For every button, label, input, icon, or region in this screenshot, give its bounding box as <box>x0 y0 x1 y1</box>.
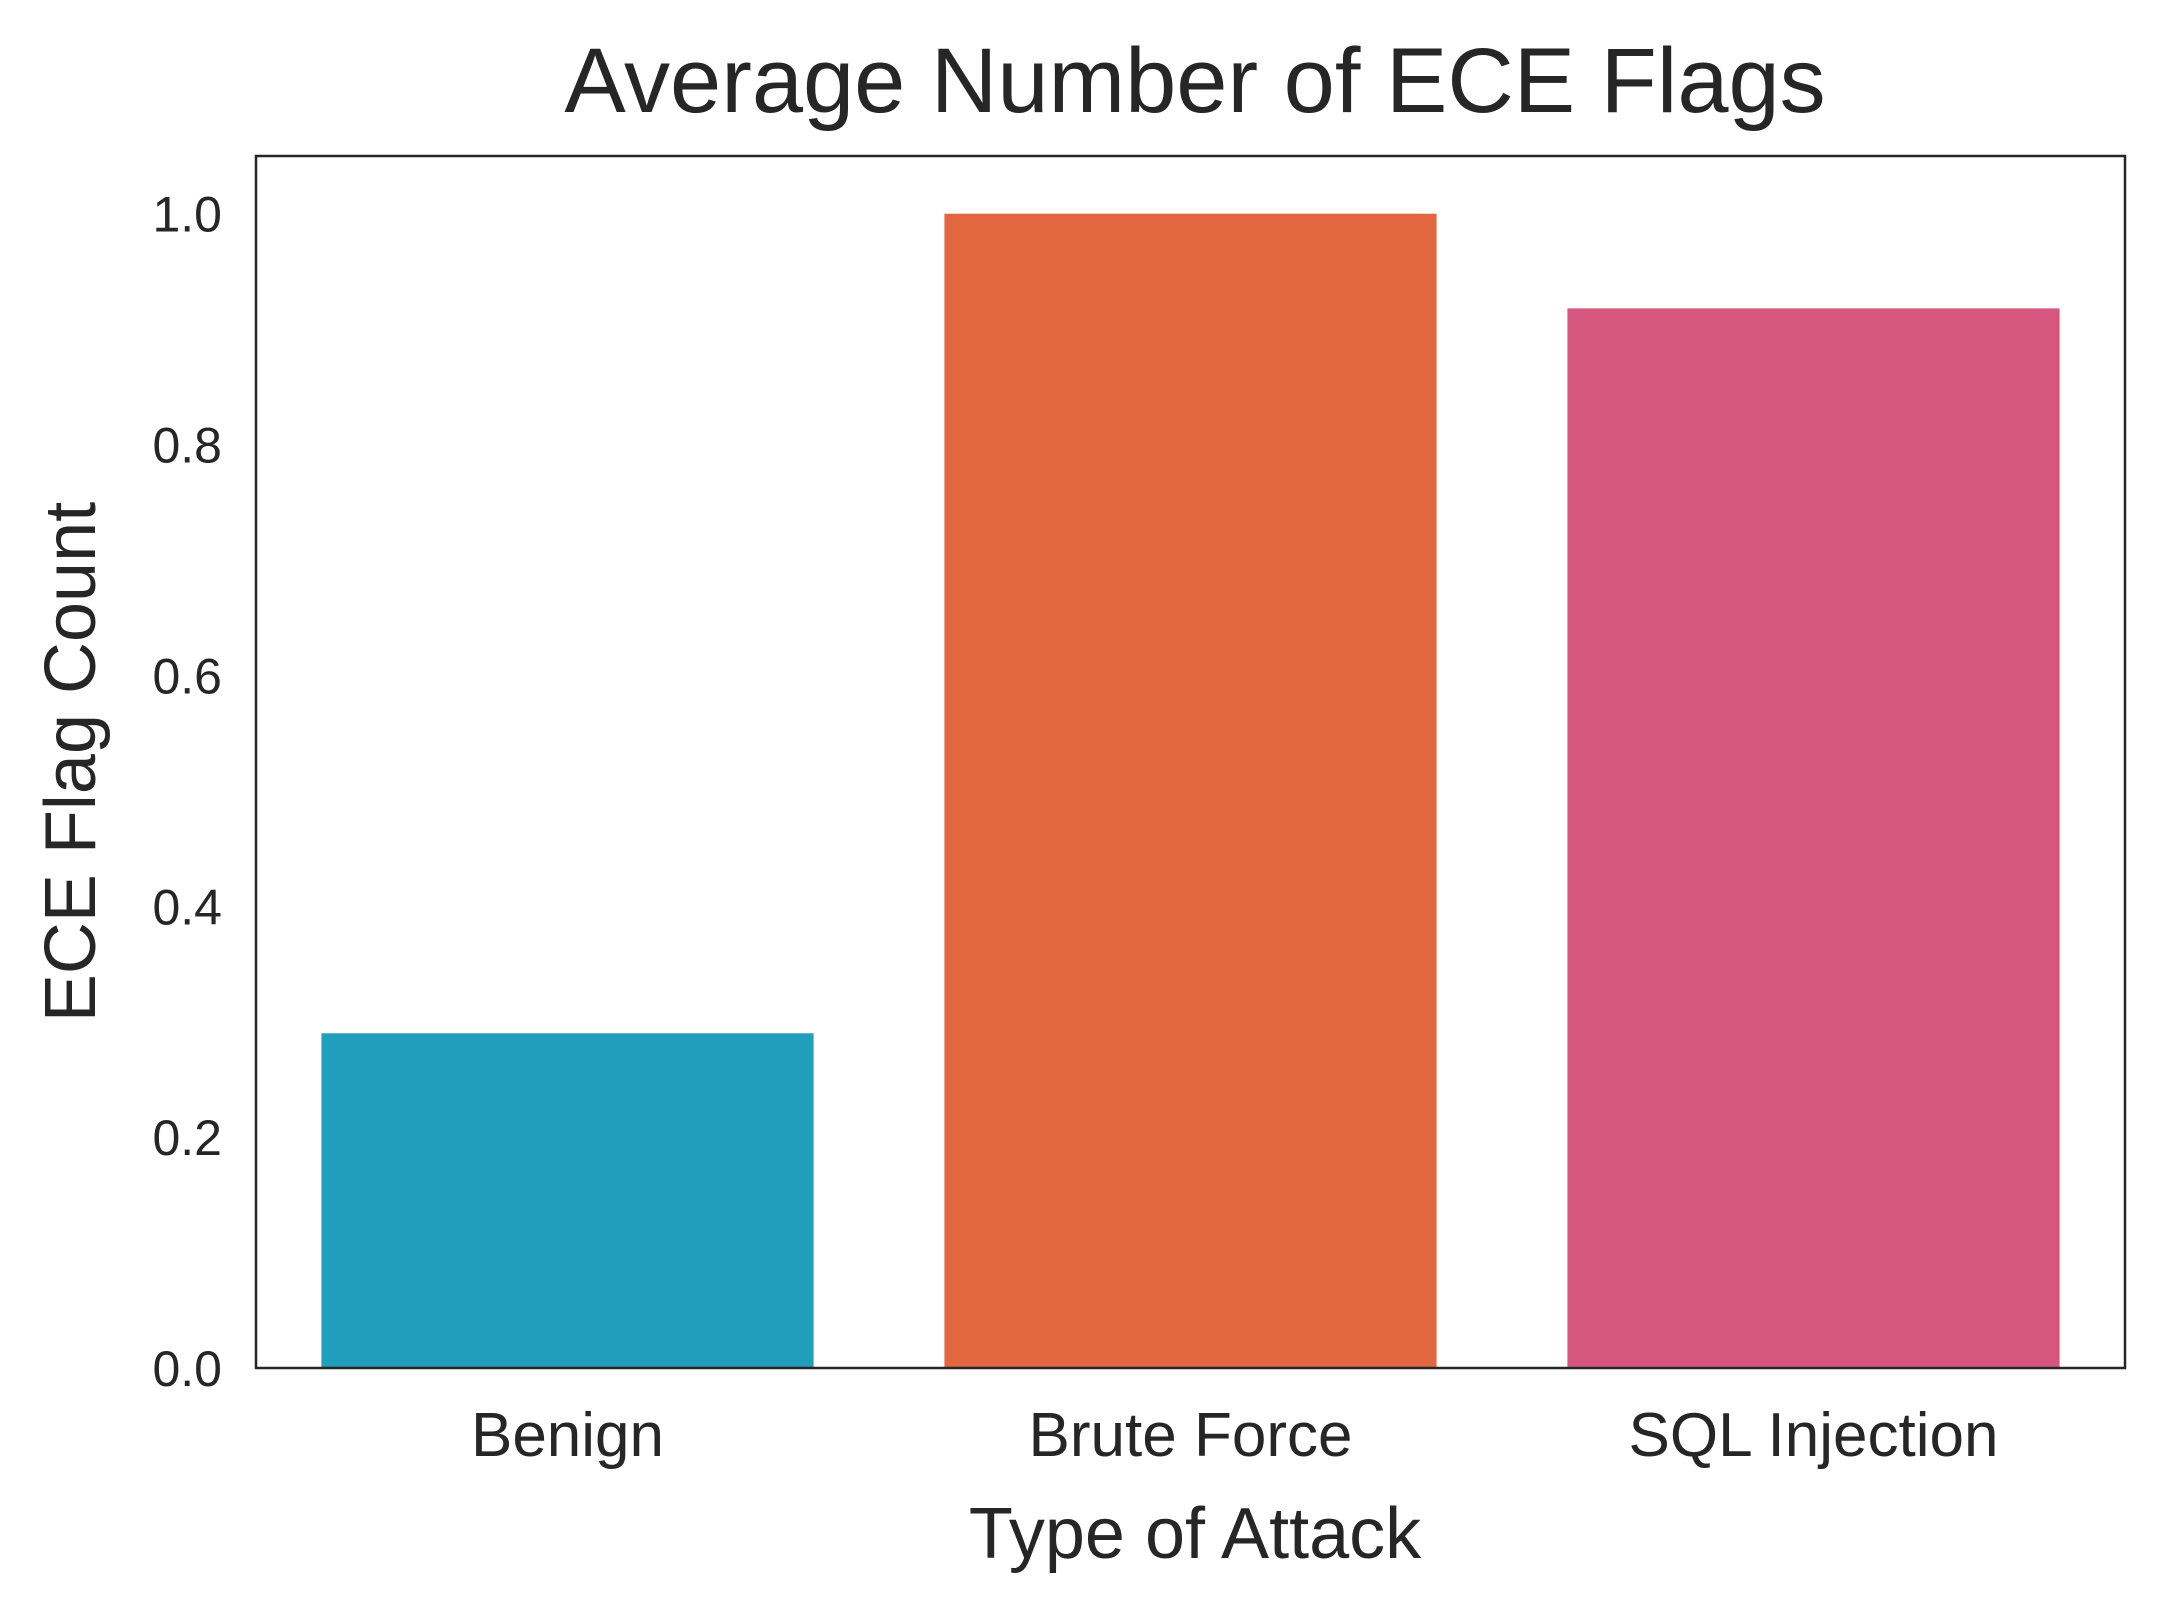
x-axis-label: Type of Attack <box>969 1494 1422 1574</box>
y-tick-label: 0.2 <box>152 1110 222 1166</box>
y-tick-label: 0.8 <box>152 418 222 474</box>
y-axis-ticks: 0.0 0.2 0.4 0.6 0.8 1.0 <box>152 187 222 1397</box>
y-tick-label: 0.4 <box>152 879 222 935</box>
x-tick-label: Benign <box>471 1401 664 1470</box>
plot-frame <box>254 154 2127 1370</box>
y-axis-label: ECE Flag Count <box>31 502 111 1022</box>
bar-sql-injection <box>1567 308 2060 1368</box>
x-tick-label: Brute Force <box>1029 1401 1353 1470</box>
y-tick-label: 0.6 <box>152 648 222 704</box>
y-tick-label: 1.0 <box>152 187 222 243</box>
chart-title: Average Number of ECE Flags <box>564 30 1825 132</box>
x-axis-ticks: Benign Brute Force SQL Injection <box>471 1401 1998 1470</box>
x-tick-label: SQL Injection <box>1629 1401 1999 1470</box>
bar-benign <box>321 1033 814 1368</box>
y-tick-label: 0.0 <box>152 1341 222 1397</box>
bars-layer <box>321 213 2060 1369</box>
bar-brute-force <box>944 213 1437 1369</box>
